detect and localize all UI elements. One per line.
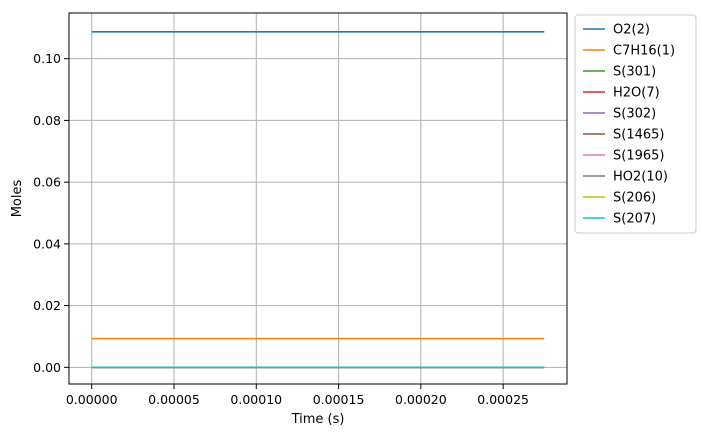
- legend-label: S(302): [613, 107, 656, 122]
- legend-label: H2O(7): [613, 86, 660, 101]
- legend-label: S(1965): [613, 149, 664, 164]
- y-axis-ticks: 0.00 0.02 0.04 0.06 0.08 0.10: [33, 51, 69, 375]
- x-tick-label: 0.00015: [313, 392, 365, 407]
- y-tick-label: 0.02: [33, 298, 61, 313]
- legend-box: [574, 14, 697, 234]
- y-tick-label: 0.06: [33, 175, 61, 190]
- legend-label: HO2(10): [613, 170, 668, 185]
- x-axis-ticks: 0.00000 0.00005 0.00010 0.00015 0.00020 0.000…: [66, 384, 529, 407]
- y-tick-label: 0.00: [33, 360, 61, 375]
- x-tick-label: 0.00005: [148, 392, 200, 407]
- legend: O2(2) C7H16(1) S(301) H2O(7) S(302) S(1465) S(…: [574, 14, 697, 234]
- x-tick-label: 0.00000: [66, 392, 118, 407]
- legend-label: S(206): [613, 191, 656, 206]
- legend-label: S(1465): [613, 128, 664, 143]
- series-lines: [91, 31, 545, 369]
- legend-label: S(207): [613, 212, 656, 227]
- x-tick-label: 0.00025: [477, 392, 529, 407]
- x-tick-label: 0.00020: [395, 392, 447, 407]
- y-tick-label: 0.08: [33, 113, 61, 128]
- legend-label: O2(2): [613, 23, 650, 38]
- legend-label: S(301): [613, 65, 656, 80]
- y-tick-label: 0.10: [33, 51, 61, 66]
- grid-lines: [69, 13, 567, 384]
- axes-frame: [68, 12, 568, 385]
- x-axis-label: Time (s): [291, 412, 345, 427]
- y-axis-label: Moles: [10, 180, 25, 218]
- y-tick-label: 0.04: [33, 236, 61, 251]
- x-tick-label: 0.00010: [230, 392, 282, 407]
- legend-label: C7H16(1): [613, 44, 675, 59]
